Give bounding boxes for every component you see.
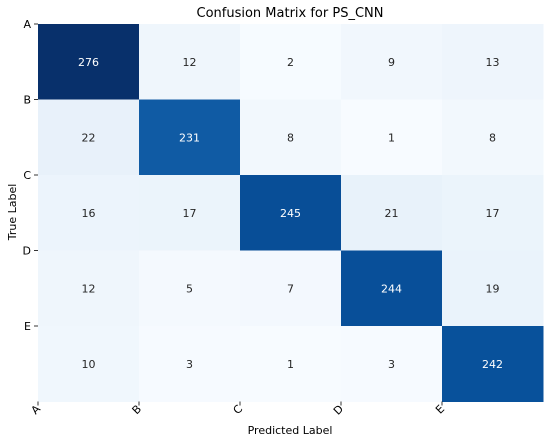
cell-value-B-A: 22 [82,131,96,144]
x-axis-ticks: A B C D E [29,401,447,418]
cell-value-B-C: 8 [287,131,294,144]
heatmap-cell-D-D [341,250,443,327]
cell-value-A-A: 276 [78,56,99,69]
chart-title: Confusion Matrix for PS_CNN [197,6,384,21]
heatmap-cell-D-A [38,250,140,327]
heatmap-cell-E-E [442,326,544,402]
x-tick-label-E: E [433,402,447,416]
cell-value-E-A: 10 [82,358,96,371]
cell-value-D-B: 5 [186,282,193,295]
cell-value-D-A: 12 [82,282,96,295]
cell-value-D-D: 244 [381,282,402,295]
heatmap-cell-B-C [240,99,342,176]
cell-value-C-A: 16 [82,207,96,220]
cell-value-D-E: 19 [486,282,500,295]
y-tick-label-C: C [23,169,31,182]
cell-value-A-D: 9 [388,56,395,69]
y-tick-label-A: A [23,18,31,31]
heatmap-cell-C-C [240,175,342,251]
x-axis-label: Predicted Label [248,424,333,437]
heatmap-cells [38,24,544,402]
cell-value-E-D: 3 [388,358,395,371]
cell-value-C-D: 21 [385,207,399,220]
x-tick-label-D: D [331,402,346,417]
heatmap-cell-D-C [240,250,342,327]
heatmap-cell-B-A [38,99,140,176]
heatmap-cell-E-D [341,326,443,402]
cell-value-E-E: 242 [482,358,503,371]
cell-value-C-E: 17 [486,207,500,220]
heatmap-cell-E-C [240,326,342,402]
cell-value-C-C: 245 [280,207,301,220]
cell-value-A-C: 2 [287,56,294,69]
heatmap-cell-B-D [341,99,443,176]
cell-value-D-C: 7 [287,282,294,295]
heatmap-cell-E-B [139,326,241,402]
cell-value-E-C: 1 [287,358,294,371]
cell-value-C-B: 17 [183,207,197,220]
cell-value-B-B: 231 [179,131,200,144]
x-tick-label-B: B [130,402,145,417]
y-axis-label: True Label [6,184,19,242]
y-tick-label-B: B [23,94,31,107]
y-axis-ticks: A B C D E [23,18,38,333]
heatmap-cell-B-E [442,99,544,176]
cell-value-A-E: 13 [486,56,500,69]
heatmap-cell-C-B [139,175,241,251]
y-tick-label-D: D [23,245,31,258]
cell-value-B-E: 8 [489,131,496,144]
heatmap-cell-A-B [139,24,241,100]
heatmap-cell-A-E [442,24,544,100]
heatmap-cell-D-E [442,250,544,327]
heatmap-cell-C-A [38,175,140,251]
heatmap-cell-A-A [38,24,140,100]
x-tick-label-A: A [29,402,44,417]
heatmap-cell-C-E [442,175,544,251]
heatmap-cell-C-D [341,175,443,251]
heatmap-cell-A-D [341,24,443,100]
y-tick-label-E: E [24,320,31,333]
x-tick-label-C: C [230,402,245,417]
cell-value-B-D: 1 [388,131,395,144]
heatmap-cell-E-A [38,326,140,402]
heatmap-cell-D-B [139,250,241,327]
cell-value-A-B: 12 [183,56,197,69]
heatmap-cell-A-C [240,24,342,100]
cell-value-E-B: 3 [186,358,193,371]
heatmap-cell-B-B [139,99,241,176]
